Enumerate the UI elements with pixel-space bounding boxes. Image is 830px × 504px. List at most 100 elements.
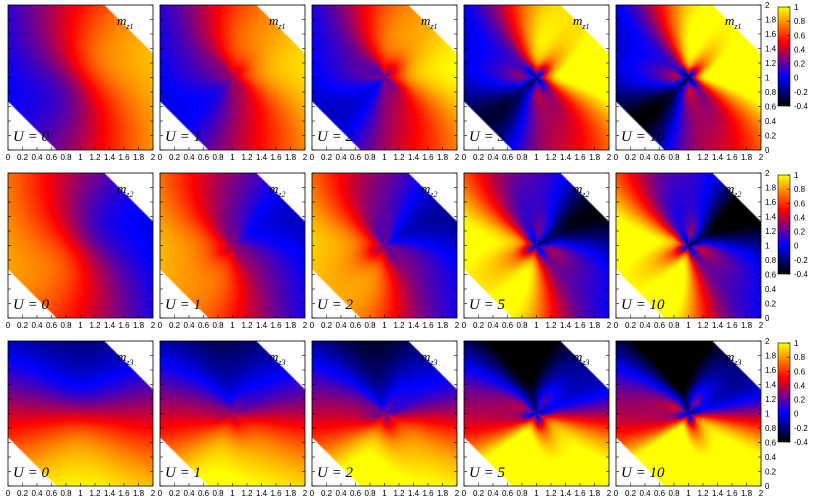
x-tick-label: 0 bbox=[310, 321, 315, 330]
colorbar-tick-label: -0.4 bbox=[794, 102, 808, 111]
x-tick-label: 1.8 bbox=[589, 489, 601, 498]
heatmap-panel-z3-u2: 0 0.2 0.4 0.6 0.8 1 1.2 1.4 1.6 1.8 2 U = 2 mz3 bbox=[310, 340, 460, 498]
colorbar-tick-label: 0.6 bbox=[794, 367, 806, 376]
x-tick-label: 0.6 bbox=[654, 489, 666, 498]
component-label: mz3 bbox=[117, 349, 134, 367]
x-tick-label: 1 bbox=[534, 321, 539, 330]
x-tick-label: 0.6 bbox=[502, 321, 514, 330]
x-tick-label: 1.8 bbox=[741, 153, 753, 162]
x-tick-label: 0 bbox=[6, 153, 11, 162]
x-tick-label: 2 bbox=[607, 321, 612, 330]
x-tick-label: 1.6 bbox=[270, 489, 282, 498]
x-tick-label: 0.2 bbox=[473, 321, 485, 330]
component-label: mz3 bbox=[269, 349, 286, 367]
u-value-label: U = 1 bbox=[165, 129, 201, 145]
x-tick-label: 1.2 bbox=[89, 321, 101, 330]
heatmap-field bbox=[616, 173, 761, 318]
colorbar-tick-label: 0.2 bbox=[794, 228, 806, 237]
colorbar-tick-label: 0.2 bbox=[794, 396, 806, 405]
u-value-label: U = 5 bbox=[469, 465, 505, 481]
colorbar-tick-label: 0.6 bbox=[794, 31, 806, 40]
x-tick-label: 0 bbox=[6, 489, 11, 498]
x-tick-label: 0 bbox=[158, 321, 163, 330]
u-value-label: U = 2 bbox=[317, 297, 353, 313]
y-tick-label: 1.2 bbox=[765, 59, 777, 68]
x-tick-label: 0.2 bbox=[321, 489, 333, 498]
x-tick-label: 1.4 bbox=[256, 489, 268, 498]
x-tick-label: 1.4 bbox=[104, 153, 116, 162]
colorbar-tick-label: 1 bbox=[794, 339, 799, 348]
y-tick-label: 1.2 bbox=[765, 395, 777, 404]
colorbar-tick-label: 0.8 bbox=[794, 353, 806, 362]
x-tick-label: 0.8 bbox=[516, 153, 528, 162]
x-tick-label: 1.8 bbox=[133, 489, 145, 498]
component-label: mz1 bbox=[573, 13, 590, 31]
x-tick-label: 1 bbox=[230, 489, 235, 498]
x-tick-label: 1.8 bbox=[437, 153, 449, 162]
y-tick-label: 1 bbox=[765, 410, 770, 419]
y-tick-label: 1.4 bbox=[765, 213, 777, 222]
y-tick-label: 1.8 bbox=[765, 16, 777, 25]
x-tick-label: 0.8 bbox=[60, 321, 72, 330]
x-tick-label: 0.2 bbox=[473, 489, 485, 498]
u-value-label: U = 5 bbox=[469, 297, 505, 313]
x-tick-label: 1.4 bbox=[256, 321, 268, 330]
x-tick-label: 1.6 bbox=[422, 489, 434, 498]
x-tick-label: 2 bbox=[455, 321, 460, 330]
x-tick-label: 0.6 bbox=[654, 153, 666, 162]
x-tick-label: 0.8 bbox=[212, 321, 224, 330]
heatmap-field bbox=[312, 173, 457, 318]
colorbar-tick-label: 0.4 bbox=[794, 45, 806, 54]
x-tick-label: 0.4 bbox=[31, 153, 43, 162]
x-tick-label: 1.6 bbox=[726, 321, 738, 330]
y-tick-label: 0.8 bbox=[765, 424, 777, 433]
x-tick-label: 0.6 bbox=[46, 153, 58, 162]
x-tick-label: 0.6 bbox=[198, 153, 210, 162]
heatmap-panel-z3-u5: 0 0.2 0.4 0.6 0.8 1 1.2 1.4 1.6 1.8 2 U = 5 mz3 bbox=[462, 340, 612, 498]
colorbar-tick-label: 0.8 bbox=[794, 17, 806, 26]
colorbar-tick-label: 0.4 bbox=[794, 213, 806, 222]
x-tick-label: 1.4 bbox=[256, 153, 268, 162]
x-tick-label: 0.8 bbox=[516, 321, 528, 330]
x-tick-label: 2 bbox=[607, 489, 612, 498]
x-tick-label: 0.4 bbox=[31, 489, 43, 498]
y-tick-label: 1.2 bbox=[765, 227, 777, 236]
x-tick-label: 1.6 bbox=[118, 321, 130, 330]
x-tick-label: 0 bbox=[310, 153, 315, 162]
x-tick-label: 1.8 bbox=[741, 489, 753, 498]
x-tick-label: 1.2 bbox=[545, 153, 557, 162]
colorbar-tick-label: 1 bbox=[794, 171, 799, 180]
u-value-label: U = 10 bbox=[621, 297, 665, 313]
y-tick-label: 1 bbox=[765, 242, 770, 251]
colorbar-tick-label: 1 bbox=[794, 3, 799, 12]
colorbar-tick-label: -0.2 bbox=[794, 424, 808, 433]
x-tick-label: 1 bbox=[382, 489, 387, 498]
component-label: mz3 bbox=[421, 349, 438, 367]
x-tick-label: 0.6 bbox=[502, 153, 514, 162]
colorbar-tick-label: 0 bbox=[794, 410, 799, 419]
x-tick-label: 1 bbox=[78, 489, 83, 498]
x-tick-label: 1.2 bbox=[393, 489, 405, 498]
colorbar-tick-label: -0.4 bbox=[794, 270, 808, 279]
x-tick-label: 0.2 bbox=[17, 321, 29, 330]
heatmap-field bbox=[464, 173, 609, 318]
x-tick-label: 2 bbox=[151, 153, 156, 162]
x-tick-label: 1.8 bbox=[741, 321, 753, 330]
x-tick-label: 0.4 bbox=[183, 489, 195, 498]
x-tick-label: 0.4 bbox=[335, 489, 347, 498]
x-tick-label: 1.4 bbox=[408, 489, 420, 498]
component-label: mz2 bbox=[269, 181, 286, 199]
x-tick-label: 1.2 bbox=[89, 153, 101, 162]
x-tick-label: 0 bbox=[614, 321, 619, 330]
u-value-label: U = 0 bbox=[13, 297, 49, 313]
heatmap-field bbox=[312, 5, 457, 150]
component-label: mz1 bbox=[421, 13, 438, 31]
x-tick-label: 1.8 bbox=[133, 153, 145, 162]
heatmap-field bbox=[616, 341, 761, 486]
x-tick-label: 0.8 bbox=[516, 489, 528, 498]
x-tick-label: 0.8 bbox=[364, 321, 376, 330]
x-tick-label: 1.8 bbox=[285, 489, 297, 498]
x-tick-label: 1.8 bbox=[589, 321, 601, 330]
y-tick-label: 1.4 bbox=[765, 45, 777, 54]
heatmap-field bbox=[464, 5, 609, 150]
